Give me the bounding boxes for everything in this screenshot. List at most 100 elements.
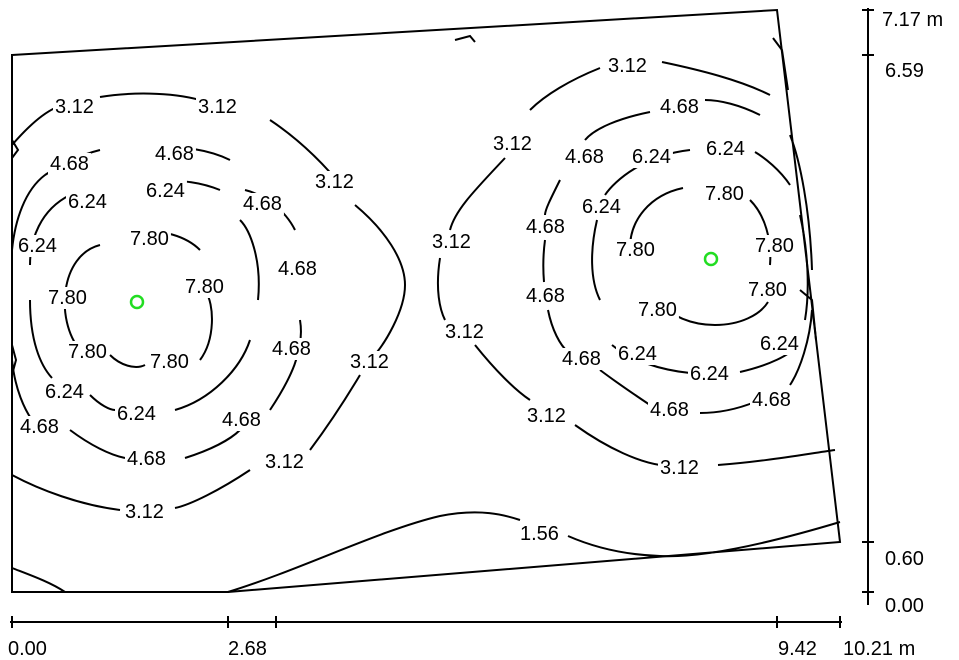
isoline-label: 4.68 bbox=[127, 448, 166, 470]
isoline-label: 3.12 bbox=[493, 133, 532, 155]
isoline-label: 7.80 bbox=[755, 235, 794, 257]
label-backing bbox=[16, 235, 59, 257]
luminaire-marker bbox=[703, 251, 719, 267]
label-backing bbox=[115, 403, 158, 425]
right-scale-label: 0.60 bbox=[885, 548, 924, 570]
label-backing bbox=[43, 381, 86, 403]
label-backing bbox=[148, 351, 191, 373]
isoline-label: 1.56 bbox=[520, 523, 559, 545]
isoline-label: 6.24 bbox=[690, 363, 729, 385]
right-scale-label: 7.17 m bbox=[882, 9, 943, 31]
isoline-label: 4.68 bbox=[526, 285, 565, 307]
label-backing bbox=[491, 133, 534, 155]
isoline-label: 6.24 bbox=[68, 191, 107, 213]
isoline-label: 7.80 bbox=[130, 228, 169, 250]
label-backing bbox=[125, 448, 168, 470]
label-backing bbox=[196, 96, 239, 118]
label-backing bbox=[524, 285, 567, 307]
isoline-label: 3.12 bbox=[55, 96, 94, 118]
isolines-right bbox=[227, 61, 841, 593]
bottom-scale-label: 0.00 bbox=[8, 638, 47, 660]
room-outline bbox=[11, 8, 842, 593]
isoline-label: 3.12 bbox=[445, 321, 484, 343]
label-backing bbox=[648, 399, 691, 421]
isoline-label: 4.68 bbox=[526, 216, 565, 238]
isoline-label: 7.80 bbox=[616, 239, 655, 261]
isoline-label: 4.68 bbox=[565, 146, 604, 168]
isoline-label: 3.12 bbox=[350, 351, 389, 373]
isoline-label: 3.12 bbox=[660, 457, 699, 479]
isoline-label: 6.24 bbox=[632, 146, 671, 168]
label-backing bbox=[606, 55, 649, 77]
label-backing bbox=[46, 287, 89, 309]
label-backing bbox=[348, 351, 391, 373]
label-backing bbox=[66, 341, 109, 363]
label-backing bbox=[704, 138, 747, 160]
isoline-labels: 3.12 3.12 4.68 4.68 3.12 6.24 6.24 4.68 … bbox=[16, 55, 801, 545]
label-backing bbox=[270, 338, 313, 360]
isoline-label: 6.24 bbox=[618, 343, 657, 365]
right-scale-label: 6.59 bbox=[885, 60, 924, 82]
isoline-label: 3.12 bbox=[265, 451, 304, 473]
isoline-label: 7.80 bbox=[185, 276, 224, 298]
isoline-label: 4.68 bbox=[243, 193, 282, 215]
label-backing bbox=[220, 409, 263, 431]
label-backing bbox=[276, 258, 319, 280]
label-backing bbox=[703, 183, 746, 205]
isoline-label: 7.80 bbox=[748, 279, 787, 301]
outline-notch bbox=[799, 289, 817, 341]
isoline-label: 7.80 bbox=[150, 351, 189, 373]
label-backing bbox=[313, 171, 356, 193]
label-backing bbox=[53, 96, 96, 118]
isoline-label: 6.24 bbox=[18, 235, 57, 257]
label-backing bbox=[144, 180, 187, 202]
label-backing bbox=[128, 228, 171, 250]
right-scale: 7.17 m 6.59 0.60 0.00 bbox=[862, 8, 943, 617]
bottom-scale-label: 9.42 bbox=[778, 638, 817, 660]
label-backing bbox=[443, 321, 486, 343]
label-backing bbox=[580, 196, 623, 218]
isoline-label: 7.80 bbox=[638, 299, 677, 321]
isoline-label: 4.68 bbox=[222, 409, 261, 431]
bottom-scale-label: 10.21 m bbox=[843, 638, 915, 660]
label-backing bbox=[560, 348, 603, 370]
label-backing bbox=[616, 343, 659, 365]
label-backing bbox=[524, 216, 567, 238]
isoline-label: 3.12 bbox=[125, 501, 164, 523]
outline-notch bbox=[772, 37, 789, 91]
isoline-label: 3.12 bbox=[198, 96, 237, 118]
label-backing bbox=[630, 146, 673, 168]
label-backing bbox=[48, 153, 91, 175]
label-backing bbox=[658, 457, 701, 479]
isoline-label: 4.68 bbox=[50, 153, 89, 175]
luminaire-marker bbox=[129, 294, 145, 310]
isoline-label: 7.80 bbox=[48, 287, 87, 309]
isoline-label: 6.24 bbox=[146, 180, 185, 202]
label-backing bbox=[753, 235, 796, 257]
isoline-label: 4.68 bbox=[660, 96, 699, 118]
label-backing bbox=[658, 96, 701, 118]
label-backing bbox=[123, 501, 166, 523]
label-backing bbox=[241, 193, 284, 215]
isoline-label: 6.24 bbox=[117, 403, 156, 425]
outline-notch bbox=[454, 34, 476, 43]
isoline-label: 3.12 bbox=[608, 55, 647, 77]
isoline-label: 4.68 bbox=[562, 348, 601, 370]
bottom-scale: 0.00 2.68 9.42 10.21 m bbox=[8, 616, 915, 660]
isoline-label: 7.80 bbox=[68, 341, 107, 363]
isoline-label: 4.68 bbox=[650, 399, 689, 421]
label-backing bbox=[746, 279, 789, 301]
isoline-label: 4.68 bbox=[155, 143, 194, 165]
label-backing bbox=[153, 143, 196, 165]
label-backing bbox=[563, 146, 606, 168]
label-backing bbox=[518, 523, 561, 545]
label-backing bbox=[758, 333, 801, 355]
label-backing bbox=[614, 239, 657, 261]
isoline-label: 6.24 bbox=[706, 138, 745, 160]
label-backing bbox=[750, 389, 793, 411]
isoline-label: 3.12 bbox=[432, 231, 471, 253]
label-backing bbox=[430, 231, 473, 253]
label-backing bbox=[636, 299, 679, 321]
isoline-label: 4.68 bbox=[272, 338, 311, 360]
isoline-label: 7.80 bbox=[705, 183, 744, 205]
